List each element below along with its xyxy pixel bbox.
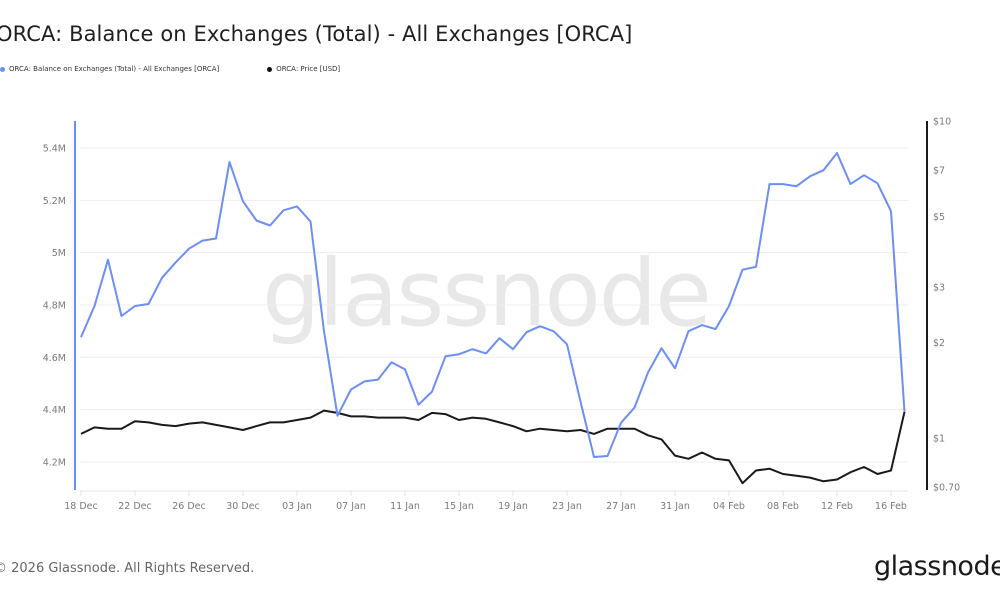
x-tick-label: 16 Feb xyxy=(875,501,907,512)
y-right-tick-label: $7 xyxy=(933,166,945,177)
x-tick-label: 26 Dec xyxy=(172,501,206,512)
y-right-tick-label: $5 xyxy=(933,212,945,223)
legend-item-balance[interactable]: ORCA: Balance on Exchanges (Total) - All… xyxy=(0,65,219,73)
copyright-footer: © 2026 Glassnode. All Rights Reserved. xyxy=(0,561,255,576)
y-right-tick-label: $2 xyxy=(933,338,945,349)
y-left-tick-label: 4.8M xyxy=(43,301,66,312)
x-tick-label: 19 Jan xyxy=(498,501,528,512)
y-left-tick-label: 5.4M xyxy=(43,144,66,155)
balance-line xyxy=(80,152,906,458)
y-right-tick-label: $10 xyxy=(933,117,951,128)
glassnode-logo[interactable]: glassnode xyxy=(874,551,1000,582)
legend-label-balance: ORCA: Balance on Exchanges (Total) - All… xyxy=(9,65,220,73)
price-line xyxy=(80,409,906,485)
x-axis: 18 Dec 22 Dec 26 Dec 30 Dec 03 Jan 07 Jan 11 J… xyxy=(64,490,908,512)
legend-label-price: ORCA: Price [USD] xyxy=(276,65,341,73)
x-tick-label: 23 Jan xyxy=(552,501,582,512)
x-tick-label: 03 Jan xyxy=(282,501,312,512)
x-tick-label: 18 Dec xyxy=(64,501,98,512)
chart-title: ORCA: Balance on Exchanges (Total) - All… xyxy=(0,22,633,46)
x-tick-label: 12 Feb xyxy=(821,501,853,512)
x-tick-label: 27 Jan xyxy=(606,501,636,512)
y-left-tick-label: 4.4M xyxy=(43,405,66,416)
y-right-tick-label: $0.70 xyxy=(933,483,960,494)
gridlines xyxy=(80,147,908,463)
left-axis: 4.2M 4.4M 4.6M 4.8M 5M 5.2M 5.4M xyxy=(43,121,76,490)
legend-dot-price-icon xyxy=(267,66,273,72)
x-tick-label: 04 Feb xyxy=(713,501,745,512)
y-right-tick-label: $1 xyxy=(933,434,945,445)
y-left-tick-label: 5M xyxy=(52,248,66,259)
y-left-tick-label: 5.2M xyxy=(43,196,66,207)
x-tick-label: 22 Dec xyxy=(118,501,152,512)
right-axis: $0.70 $1 $2 $3 $5 $7 $10 xyxy=(926,117,960,494)
legend-item-price[interactable]: ORCA: Price [USD] xyxy=(267,65,340,73)
legend: ORCA: Balance on Exchanges (Total) - All… xyxy=(0,65,388,73)
x-tick-label: 08 Feb xyxy=(767,501,799,512)
x-tick-label: 07 Jan xyxy=(336,501,366,512)
legend-dot-balance-icon xyxy=(0,66,5,72)
y-left-tick-label: 4.2M xyxy=(43,458,66,469)
y-left-tick-label: 4.6M xyxy=(43,353,66,364)
x-tick-label: 11 Jan xyxy=(390,501,420,512)
x-tick-label: 31 Jan xyxy=(660,501,690,512)
x-tick-label: 30 Dec xyxy=(226,501,260,512)
y-right-tick-label: $3 xyxy=(933,282,945,293)
x-tick-label: 15 Jan xyxy=(444,501,474,512)
